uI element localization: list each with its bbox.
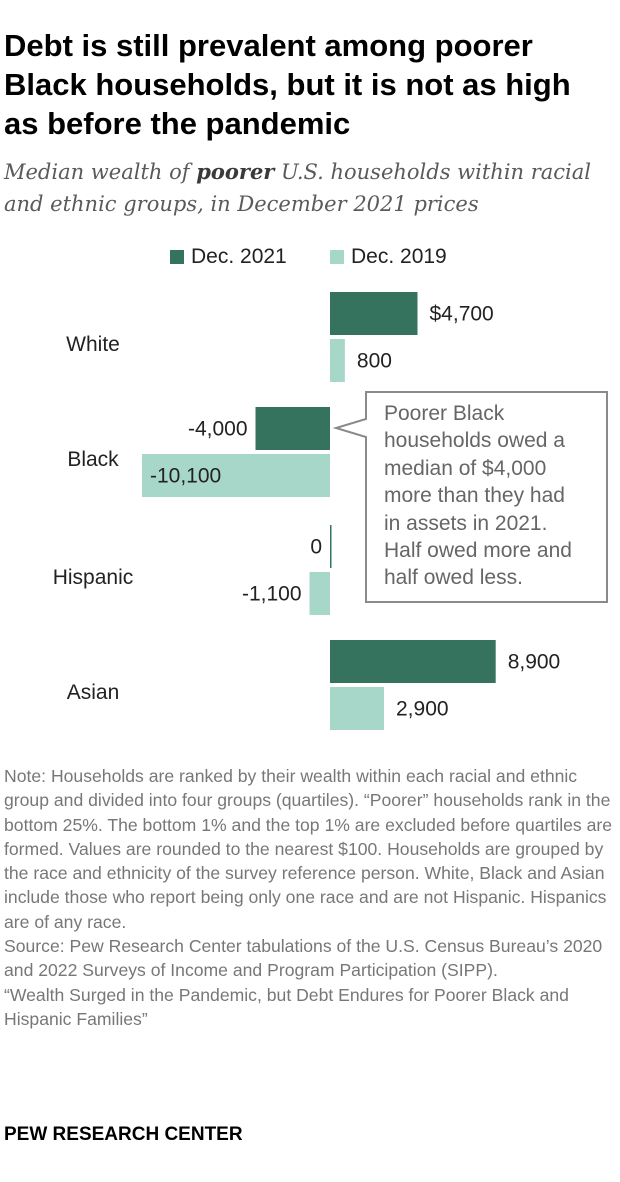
data-label-asian-2021: 8,900 bbox=[508, 651, 561, 674]
data-label-black-2019: -10,100 bbox=[150, 465, 221, 488]
note-text: Note: Households are ranked by their wea… bbox=[4, 766, 613, 932]
bar-black-2021 bbox=[255, 407, 330, 450]
bar-asian-2019 bbox=[330, 687, 384, 730]
annotation-line: more than they had bbox=[384, 484, 565, 508]
category-label-asian: Asian bbox=[67, 681, 120, 704]
bar-hispanic-2019 bbox=[309, 572, 330, 615]
subtitle-pre: Median wealth of bbox=[4, 160, 197, 184]
data-label-white-2021: $4,700 bbox=[430, 303, 494, 326]
legend-item-dec-2019: Dec. 2019 bbox=[330, 244, 447, 270]
legend-label-dec-2019: Dec. 2019 bbox=[351, 245, 447, 268]
legend-swatch-dec-2021 bbox=[170, 250, 184, 264]
bar-asian-2021 bbox=[330, 640, 496, 683]
annotation-line: half owed less. bbox=[384, 566, 523, 590]
category-label-hispanic: Hispanic bbox=[53, 566, 134, 589]
data-label-white-2019: 800 bbox=[357, 350, 392, 373]
legend-item-dec-2021: Dec. 2021 bbox=[170, 244, 287, 270]
subtitle-bold: poorer bbox=[196, 159, 275, 184]
footnotes: Note: Households are ranked by their wea… bbox=[4, 764, 616, 1031]
subtitle-post: U.S. households within racial and ethnic… bbox=[4, 160, 592, 216]
annotation-line: in assets in 2021. bbox=[384, 511, 548, 535]
annotation-line: Half owed more and bbox=[384, 539, 572, 563]
annotation-line: Poorer Black bbox=[384, 402, 505, 425]
legend-label-dec-2021: Dec. 2021 bbox=[191, 245, 287, 268]
category-label-black: Black bbox=[67, 448, 119, 471]
chart-title: Debt is still prevalent among poorer Bla… bbox=[4, 28, 571, 141]
data-label-asian-2019: 2,900 bbox=[396, 698, 449, 721]
annotation-line: households owed a bbox=[384, 429, 565, 453]
annotation-callout-box bbox=[332, 391, 608, 603]
legend: Dec. 2021 Dec. 2019 bbox=[0, 244, 620, 270]
bar-white-2021 bbox=[330, 292, 418, 335]
bar-white-2019 bbox=[330, 339, 345, 382]
bar-hispanic-2021 bbox=[330, 525, 332, 568]
data-label-hispanic-2019: -1,100 bbox=[242, 583, 302, 606]
chart-subtitle: Median wealth of poorer U.S. households … bbox=[4, 156, 614, 220]
annotation-text: Poorer Black households owed a median of $… bbox=[384, 400, 604, 592]
pew-logo-text: PEW RESEARCH CENTER bbox=[4, 1124, 243, 1145]
data-label-hispanic-2021: 0 bbox=[310, 536, 322, 559]
annotation-line: median of $4,000 bbox=[384, 456, 547, 480]
bar-black-2019 bbox=[142, 454, 330, 497]
data-label-black-2021: -4,000 bbox=[188, 418, 248, 441]
bar-chart: White $4,700 800 Black -4,000 -10,100 Hispanic… bbox=[53, 292, 561, 730]
category-label-white: White bbox=[66, 333, 120, 356]
report-title: “Wealth Surged in the Pandemic, but Debt… bbox=[4, 984, 569, 1029]
legend-swatch-dec-2019 bbox=[330, 250, 344, 264]
source-text: Source: Pew Research Center tabulations … bbox=[4, 936, 603, 981]
